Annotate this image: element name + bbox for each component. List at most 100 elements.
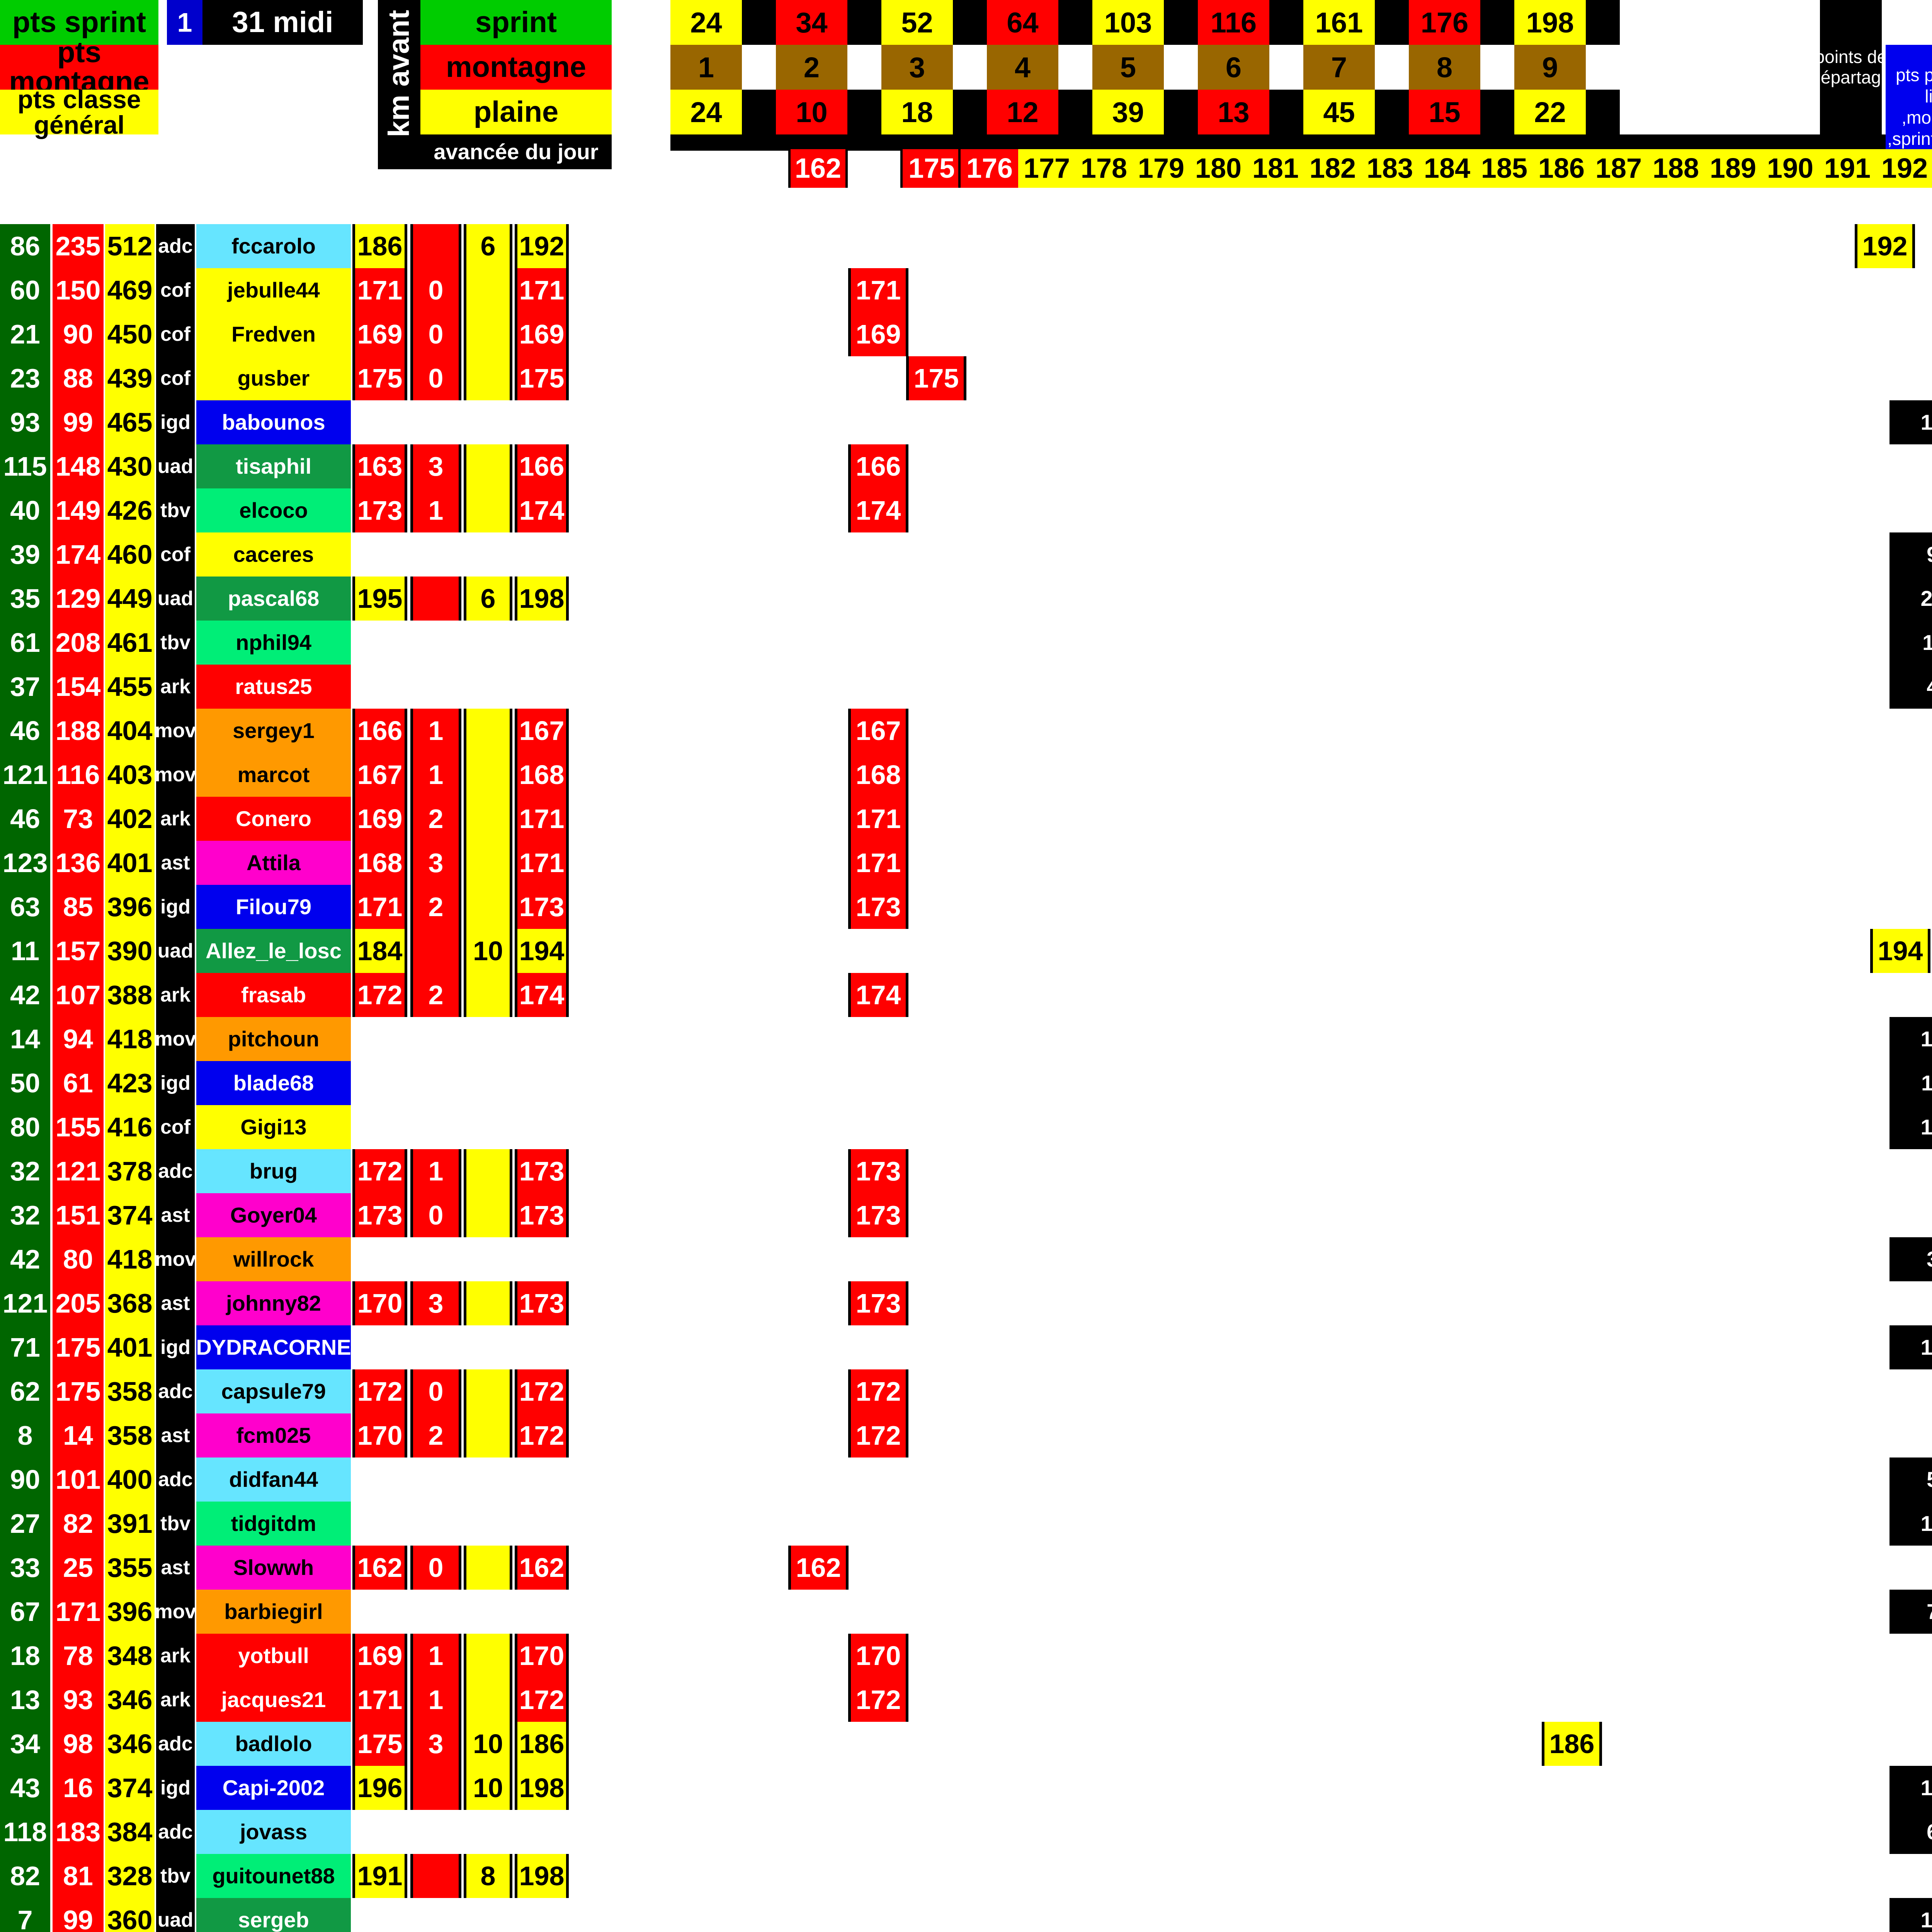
timeline-marker: 167 bbox=[848, 709, 908, 753]
cell-value-total: 168 bbox=[515, 753, 569, 797]
top-grid-cell bbox=[1058, 45, 1092, 90]
table-row[interactable]: 1393346arkjacques2117111721725647 bbox=[0, 1678, 1932, 1722]
timeline-marker: 172 bbox=[848, 1369, 908, 1413]
cell-team-code: adc bbox=[156, 1458, 195, 1502]
cell-rider-name: nphil94 bbox=[196, 621, 351, 665]
table-row[interactable]: 4673402arkConero16921711714548 bbox=[0, 797, 1932, 841]
cell-value-total: 167 bbox=[515, 709, 569, 753]
table-row[interactable]: 67171396movbarbiegirl7 e4219842 bbox=[0, 1590, 1932, 1634]
table-row[interactable]: 40149426tbvelcoco17311741745959 bbox=[0, 488, 1932, 532]
cell-value-km: 186 bbox=[352, 224, 407, 268]
cell-value-bonus bbox=[464, 1678, 512, 1722]
cell-rank-general: 418 bbox=[105, 1017, 155, 1061]
table-row[interactable]: 80155416cofGigi1312 e3719837 bbox=[0, 1105, 1932, 1149]
cell-rank-general: 461 bbox=[105, 621, 155, 665]
table-row[interactable]: 118183384adcjovass6 e4319843 bbox=[0, 1810, 1932, 1854]
top-grid-cell bbox=[1269, 0, 1303, 45]
header-sprint: sprint bbox=[420, 0, 612, 45]
top-grid-cell bbox=[1480, 0, 1514, 45]
cell-team-code: ast bbox=[156, 1546, 195, 1590]
cell-team-code: mov bbox=[155, 1590, 196, 1634]
table-row[interactable]: 1878348arkyotbull16911701706953 bbox=[0, 1634, 1932, 1678]
table-row[interactable]: 3325355astSlowwh16201621625061 bbox=[0, 1546, 1932, 1590]
table-row[interactable]: 3498346adcbadlolo1753101861866352 bbox=[0, 1722, 1932, 1766]
top-grid-cell: 15 bbox=[1409, 90, 1480, 134]
table-row[interactable]: 121205368astjohnny8217031731734245 bbox=[0, 1281, 1932, 1325]
cell-value-delta: 0 bbox=[410, 1369, 461, 1413]
table-row[interactable]: 42107388arkfrasab17221741746445 bbox=[0, 973, 1932, 1017]
table-row[interactable]: 2190450cofFredven16901691695161 bbox=[0, 312, 1932, 356]
table-row[interactable]: 2388439cofgusber17501751755052 bbox=[0, 356, 1932, 400]
km-chip-yellow: 183 bbox=[1361, 149, 1418, 188]
top-grid-cell: 9 bbox=[1514, 45, 1586, 90]
top-grid-cell: 45 bbox=[1303, 90, 1375, 134]
table-row[interactable]: 86235512adcfccarolo18661921925548 bbox=[0, 224, 1932, 268]
table-row[interactable]: 39174460cofcaceres9 e4019840 bbox=[0, 532, 1932, 577]
table-row[interactable]: 32121378adcbrug17211731734751 bbox=[0, 1149, 1932, 1193]
top-grid-cell: 1 bbox=[670, 45, 742, 90]
cell-rank-montagne: 205 bbox=[53, 1281, 104, 1325]
table-row[interactable]: 6385396igdFilou7917121731735356 bbox=[0, 885, 1932, 929]
cell-value-bonus bbox=[464, 356, 512, 400]
top-grid-cell bbox=[1586, 45, 1620, 90]
cell-rank-general: 374 bbox=[105, 1193, 155, 1237]
header-pts-montagne: pts montagne bbox=[0, 38, 158, 97]
top-grid-cell: 103 bbox=[1092, 0, 1164, 45]
table-row[interactable]: 121116403movmarcot16711681686556 bbox=[0, 753, 1932, 797]
cell-value-delta: 3 bbox=[410, 1281, 461, 1325]
cell-rider-name: fccarolo bbox=[196, 224, 351, 268]
top-grid-cell: 176 bbox=[1409, 0, 1480, 45]
cell-value-km: 173 bbox=[352, 488, 407, 532]
cell-value-km: 191 bbox=[352, 1854, 407, 1898]
cell-value-km: 168 bbox=[352, 841, 407, 885]
table-row[interactable]: 71175401igdDYDRACORNE15 e3419834 bbox=[0, 1325, 1932, 1369]
cell-value-km: 172 bbox=[352, 1149, 407, 1193]
table-row[interactable]: 799360uadsergeb14 e3519835 bbox=[0, 1898, 1932, 1932]
top-grid-cell bbox=[1480, 90, 1514, 134]
table-row[interactable]: 32151374astGoyer0417301731736359 bbox=[0, 1193, 1932, 1237]
pts-passage-label: pts passage ligne ,montagne ,sprint ,arr… bbox=[1886, 45, 1932, 169]
cell-rank-general: 469 bbox=[105, 268, 155, 312]
top-grid-cell: 13 bbox=[1198, 90, 1269, 134]
cell-value-km: 175 bbox=[352, 1722, 407, 1766]
table-row[interactable]: 90101400adcdidfan445 e4419844 bbox=[0, 1458, 1932, 1502]
cell-rank-general: 355 bbox=[105, 1546, 155, 1590]
table-row[interactable]: 115148430uadtisaphil16331661666750 bbox=[0, 444, 1932, 488]
table-row[interactable]: 4280418movwillrock3 e4619846 bbox=[0, 1237, 1932, 1281]
cell-rank-montagne: 116 bbox=[53, 753, 104, 797]
table-row[interactable]: 814358astfcm02517021721725248 bbox=[0, 1413, 1932, 1458]
cell-team-code: uad bbox=[156, 444, 195, 488]
timeline-marker: 162 bbox=[788, 1546, 849, 1590]
timeline-marker: 174 bbox=[848, 973, 908, 1017]
km-chip-yellow: 181 bbox=[1247, 149, 1304, 188]
table-row[interactable]: 123136401astAttila16831711715051 bbox=[0, 841, 1932, 885]
top-grid-cell bbox=[1164, 45, 1198, 90]
table-row[interactable]: 5061423igdblade6811 e3819838 bbox=[0, 1061, 1932, 1105]
cell-team-code: cof bbox=[156, 356, 195, 400]
cell-rank-sprint: 42 bbox=[0, 973, 50, 1017]
table-row[interactable]: 46188404movsergey116611671676948 bbox=[0, 709, 1932, 753]
cell-value-delta: 0 bbox=[410, 1546, 461, 1590]
stage-rank-label: 6 e bbox=[1889, 1810, 1932, 1854]
table-row[interactable]: 35129449uadpascal68195619820 e2919855522… bbox=[0, 577, 1932, 621]
table-row[interactable]: 62175358adccapsule7917201721725671 bbox=[0, 1369, 1932, 1413]
cell-value-total: 198 bbox=[515, 577, 569, 621]
table-row[interactable]: 60150469cofjebulle4417101711716247 bbox=[0, 268, 1932, 312]
table-row[interactable]: 9399465igdbabounos16 e3319833 bbox=[0, 400, 1932, 444]
km-chip-yellow: 178 bbox=[1075, 149, 1133, 188]
table-row[interactable]: 8281328tbvguitounet8819181981985751 bbox=[0, 1854, 1932, 1898]
cell-rider-name: Allez_le_losc bbox=[196, 929, 351, 973]
table-row[interactable]: 1494418movpitchoun18 e3119831 bbox=[0, 1017, 1932, 1061]
cell-team-code: igd bbox=[156, 400, 195, 444]
cell-rank-sprint: 7 bbox=[0, 1898, 50, 1932]
cell-value-delta: 0 bbox=[410, 1193, 461, 1237]
cell-rank-general: 426 bbox=[105, 488, 155, 532]
cell-rank-sprint: 35 bbox=[0, 577, 50, 621]
km-chip-yellow: 186 bbox=[1533, 149, 1590, 188]
cell-rank-sprint: 63 bbox=[0, 885, 50, 929]
